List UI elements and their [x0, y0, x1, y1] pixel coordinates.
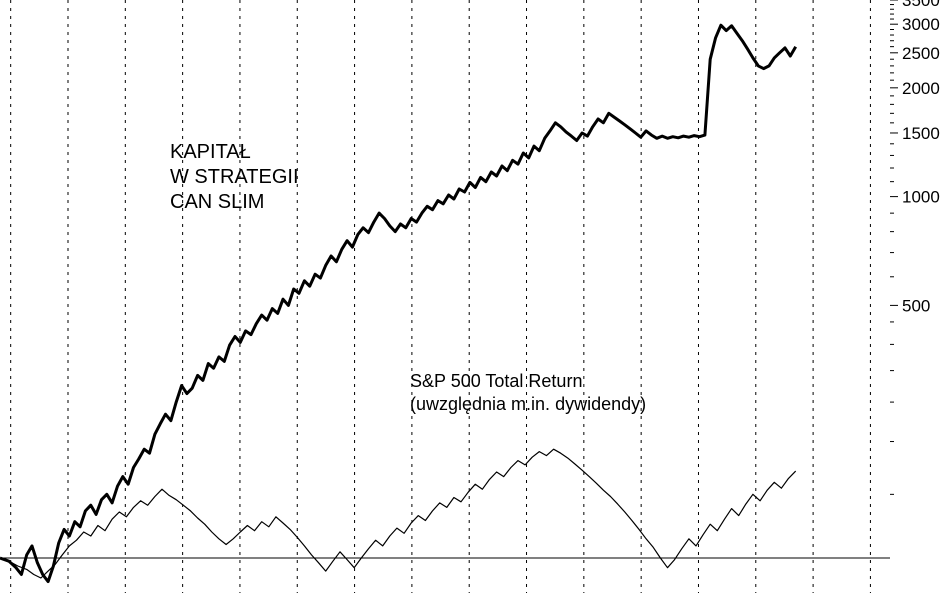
svg-text:3500: 3500: [902, 0, 940, 10]
label-canslim-line1: KAPITAŁ: [170, 140, 299, 165]
series-sp500tr: [0, 449, 796, 578]
label-sp500-line1: S&P 500 Total Return: [410, 370, 646, 393]
label-canslim: KAPITAŁ W STRATEGII CAN SLIM: [170, 140, 299, 215]
svg-text:3000: 3000: [902, 15, 940, 34]
line-chart: 500 1000 1500 2000 2500 3000 3500: [0, 0, 948, 593]
label-sp500: S&P 500 Total Return (uwzględnia m.in. d…: [410, 370, 646, 415]
series-canslim: [0, 25, 796, 581]
svg-text:2500: 2500: [902, 44, 940, 63]
svg-text:1500: 1500: [902, 124, 940, 143]
svg-text:1000: 1000: [902, 188, 940, 207]
label-sp500-line2: (uwzględnia m.in. dywidendy): [410, 393, 646, 416]
chart-container: 500 1000 1500 2000 2500 3000 3500 KAPITAŁ W ST…: [0, 0, 948, 593]
svg-text:500: 500: [902, 296, 930, 315]
label-canslim-line3: CAN SLIM: [170, 190, 299, 215]
svg-text:2000: 2000: [902, 79, 940, 98]
label-canslim-line2: W STRATEGII: [170, 165, 299, 190]
